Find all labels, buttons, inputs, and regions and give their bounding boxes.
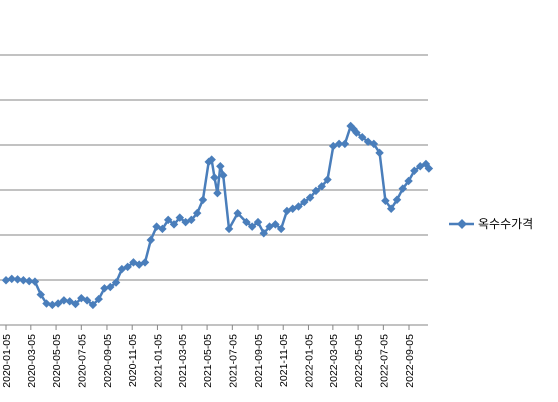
x-tick-label: 2020-03-05 — [26, 334, 38, 388]
data-point — [398, 184, 408, 193]
data-point — [30, 277, 40, 286]
data-point — [294, 202, 303, 211]
x-axis-tick-labels: 2020-01-05 2020-03-05 2020-05-05 2020-07-05… — [1, 334, 416, 388]
data-point — [357, 132, 367, 142]
x-tick-label: 2022-01-05 — [303, 334, 315, 388]
x-tick-label: 2020-09-05 — [102, 334, 114, 388]
data-point — [247, 222, 257, 231]
x-tick-label: 2020-11-05 — [127, 334, 139, 387]
data-point — [163, 215, 173, 225]
data-point — [334, 139, 344, 149]
series-layer — [1, 121, 434, 310]
x-tick-label: 2021-07-05 — [227, 334, 239, 388]
data-point — [24, 276, 34, 286]
data-point — [404, 176, 413, 186]
x-tick-label: 2022-09-05 — [404, 334, 416, 388]
x-tick-label: 2021-09-05 — [253, 334, 265, 388]
data-point — [340, 139, 350, 149]
x-tick-label: 2020-07-05 — [76, 334, 88, 388]
data-point — [1, 276, 11, 285]
data-point — [224, 224, 234, 234]
data-point — [305, 193, 315, 202]
data-point — [123, 262, 132, 272]
data-point — [213, 188, 222, 198]
x-tick-label: 2020-05-05 — [51, 334, 63, 388]
data-point — [198, 195, 208, 205]
x-tick-label: 2022-05-05 — [353, 334, 365, 388]
data-point — [424, 164, 434, 173]
data-point — [88, 300, 98, 310]
data-point — [311, 186, 321, 196]
data-point — [259, 229, 268, 238]
x-tick-label: 2021-03-05 — [177, 334, 189, 388]
data-point — [158, 224, 167, 234]
x-tick-label: 2020-01-05 — [1, 334, 13, 388]
legend-label: 옥수수가격 — [478, 217, 533, 231]
data-point — [392, 195, 402, 205]
data-point — [276, 224, 286, 234]
data-point — [192, 208, 202, 218]
data-point — [53, 299, 63, 308]
series-line — [5, 124, 430, 307]
gridlines — [0, 54, 428, 281]
x-tick-label: 2021-05-05 — [202, 334, 214, 388]
x-tick-label: 2021-11-05 — [278, 334, 290, 387]
data-point — [146, 235, 156, 245]
axes — [0, 324, 428, 330]
data-point — [71, 299, 80, 309]
x-tick-label: 2021-01-05 — [152, 334, 164, 388]
data-point — [140, 258, 150, 267]
data-point — [233, 208, 242, 218]
data-point — [271, 220, 280, 229]
x-tick-label: 2022-03-05 — [328, 334, 340, 388]
x-tick-label: 2022-07-05 — [378, 334, 390, 388]
data-point — [207, 155, 216, 164]
data-point — [216, 162, 225, 171]
data-point — [381, 196, 390, 205]
data-point — [169, 220, 179, 229]
data-point — [187, 215, 196, 225]
data-point — [369, 139, 379, 149]
data-point — [218, 170, 228, 180]
legend-marker — [457, 219, 467, 229]
data-point — [175, 213, 185, 222]
data-point — [300, 197, 309, 207]
data-point — [210, 173, 219, 182]
legend: 옥수수가격 — [449, 217, 533, 231]
data-point — [242, 217, 251, 227]
